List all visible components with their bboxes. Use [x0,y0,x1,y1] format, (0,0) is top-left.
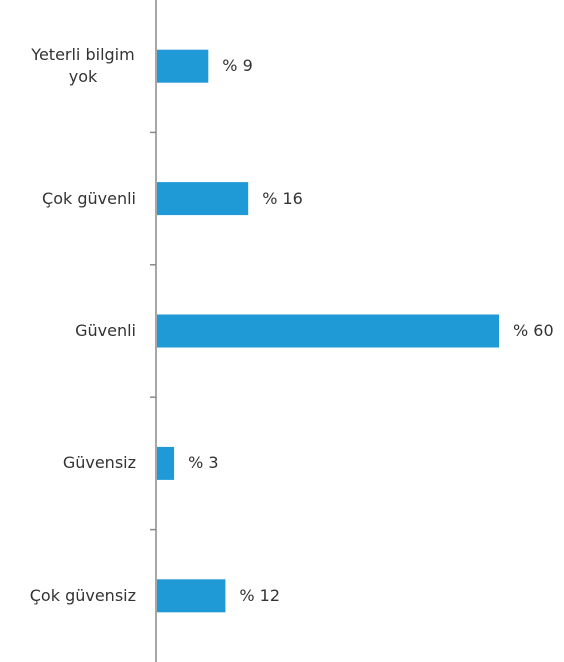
value-label: % 60 [513,321,554,340]
category-label: Çok güvenli [42,188,136,208]
category-label: Yeterli bilgim yok [31,45,135,87]
value-label: % 16 [262,188,303,208]
value-label: % 12 [239,585,281,605]
category-label: Çok güvensiz [29,585,136,605]
category-label: Güvensiz [62,453,136,473]
bar [157,314,499,348]
bar [157,49,209,83]
value-label: % 3 [188,453,219,473]
value-label: % 9 [222,56,253,76]
bar [157,182,249,216]
category-label: Güvenli [75,321,136,340]
bar [157,446,175,480]
bar [157,579,226,613]
